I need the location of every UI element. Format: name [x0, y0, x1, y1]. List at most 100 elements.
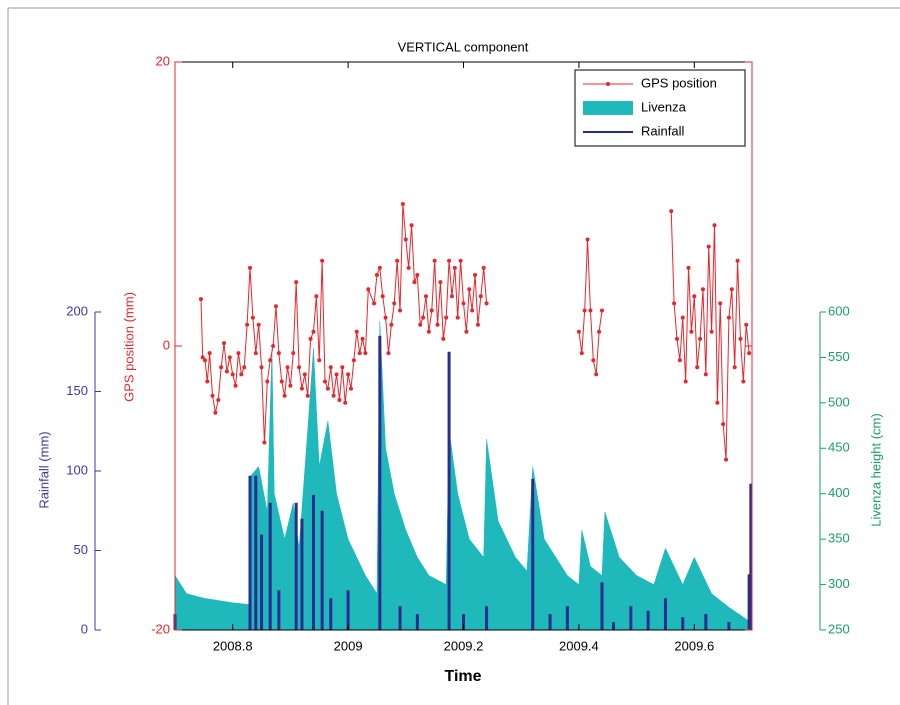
rainfall-bar	[378, 335, 382, 630]
legend-label: Livenza	[641, 99, 687, 114]
gps-marker	[323, 379, 328, 384]
gps-marker	[724, 457, 729, 462]
gps-marker	[398, 308, 403, 313]
rainfall-bar	[398, 606, 402, 630]
gps-marker	[311, 329, 316, 334]
gps-marker	[452, 265, 457, 270]
gps-marker	[700, 287, 705, 292]
gps-marker	[741, 379, 746, 384]
gps-marker	[250, 315, 255, 320]
y-tick-label: 20	[156, 53, 170, 68]
gps-marker	[288, 383, 293, 388]
gps-marker	[418, 322, 423, 327]
gps-marker	[423, 294, 428, 299]
gps-marker	[695, 365, 700, 370]
rainfall-axis-label: Rainfall (mm)	[36, 431, 51, 508]
gps-marker	[317, 358, 322, 363]
gps-marker	[689, 329, 694, 334]
gps-marker	[591, 358, 596, 363]
gps-marker	[458, 258, 463, 263]
rainfall-bar	[565, 606, 569, 630]
gps-marker	[698, 336, 703, 341]
gps-marker	[721, 422, 726, 427]
rainfall-bar	[260, 534, 264, 630]
gps-marker	[325, 386, 330, 391]
x-tick-label: 2009.4	[559, 638, 599, 653]
gps-marker	[253, 351, 258, 356]
gps-marker	[464, 329, 469, 334]
gps-marker	[331, 393, 336, 398]
gps-marker	[230, 372, 235, 377]
gps-marker	[357, 351, 362, 356]
rainfall-bar	[747, 574, 751, 630]
gps-marker	[299, 386, 304, 391]
gps-marker	[692, 294, 697, 299]
gps-marker	[732, 365, 737, 370]
gps-marker	[726, 315, 731, 320]
gps-marker	[297, 365, 302, 370]
rainfall-bar	[600, 582, 604, 630]
rainfall-bar	[415, 614, 419, 630]
gps-marker	[308, 336, 313, 341]
gps-marker	[467, 287, 472, 292]
gps-marker	[669, 209, 674, 214]
gps-marker	[363, 351, 368, 356]
gps-marker	[239, 372, 244, 377]
y2-tick-label: 550	[828, 349, 850, 364]
gps-marker	[461, 301, 466, 306]
gps-marker	[346, 372, 351, 377]
y2-tick-label: 500	[828, 394, 850, 409]
x-tick-label: 2009.2	[444, 638, 484, 653]
rainfall-bar	[727, 622, 731, 630]
gps-marker	[328, 365, 333, 370]
gps-marker	[262, 440, 267, 445]
gps-marker	[198, 297, 203, 302]
gps-marker	[279, 379, 284, 384]
gps-marker	[677, 358, 682, 363]
gps-marker	[354, 329, 359, 334]
gps-marker	[389, 322, 394, 327]
gps-marker	[337, 397, 342, 402]
gps-marker	[291, 351, 296, 356]
rainfall-bar	[646, 610, 650, 630]
rainfall-bar	[462, 614, 465, 630]
gps-marker	[386, 351, 391, 356]
gps-marker	[478, 294, 483, 299]
rainfall-bar	[311, 494, 315, 630]
gps-marker	[718, 301, 723, 306]
gps-marker	[449, 294, 454, 299]
legend-swatch	[583, 101, 633, 115]
gps-marker	[484, 301, 489, 306]
rainfall-bar	[254, 475, 258, 630]
gps-marker	[219, 365, 224, 370]
rainfall-bar	[548, 614, 552, 630]
rainfall-bar	[300, 518, 304, 630]
gps-marker	[273, 304, 278, 309]
gps-line	[200, 203, 750, 460]
gps-marker	[735, 258, 740, 263]
gps-marker	[475, 322, 480, 327]
y2-tick-label: 300	[828, 576, 850, 591]
gps-marker	[447, 258, 452, 263]
rainfall-bar	[329, 598, 333, 630]
gps-marker	[205, 379, 210, 384]
legend-swatch	[606, 82, 610, 86]
gps-marker	[224, 369, 229, 374]
gps-marker	[372, 301, 377, 306]
gps-marker	[334, 372, 339, 377]
gps-marker	[412, 280, 417, 285]
gps-marker	[406, 265, 411, 270]
gps-marker	[242, 365, 247, 370]
gps-marker	[744, 322, 749, 327]
y2-tick-label: 600	[828, 303, 850, 318]
gps-marker	[594, 372, 599, 377]
gps-marker	[703, 372, 708, 377]
gps-marker	[738, 336, 743, 341]
gps-marker	[222, 341, 227, 346]
gps-marker	[415, 273, 420, 277]
y3-tick-label: 0	[81, 621, 88, 636]
y2-tick-label: 350	[828, 531, 850, 546]
gps-marker	[400, 202, 405, 206]
gps-marker	[455, 315, 460, 320]
chart-title: VERTICAL component	[398, 39, 529, 54]
